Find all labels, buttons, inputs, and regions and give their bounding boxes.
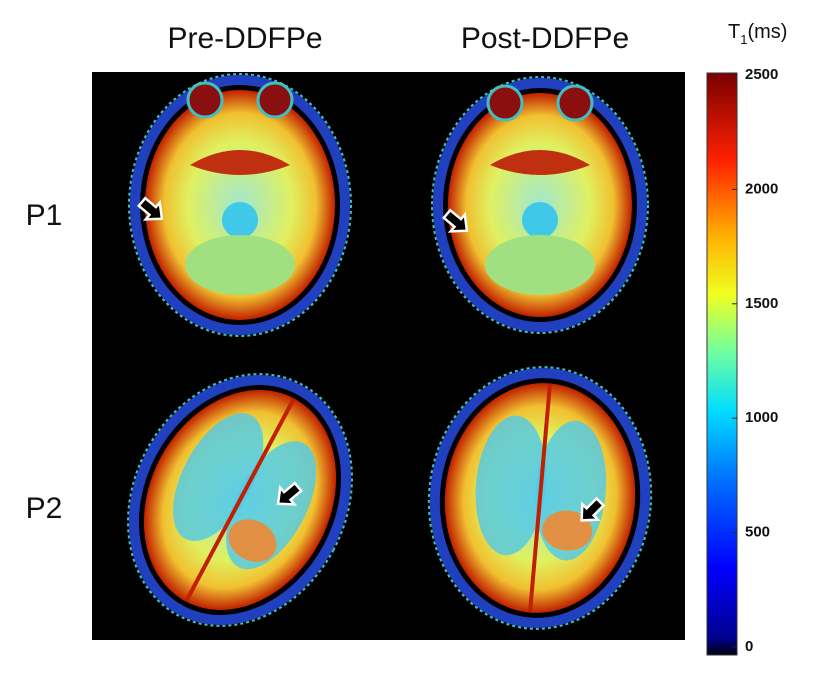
colorbar <box>706 72 738 656</box>
eye <box>186 81 224 119</box>
eye <box>256 81 294 119</box>
brainstem <box>522 202 558 238</box>
tick-label: 1500 <box>745 295 778 312</box>
skull <box>429 368 651 628</box>
lesion <box>542 510 593 551</box>
brain-slice <box>427 366 653 630</box>
scalp <box>427 366 653 630</box>
colorbar-title-main: T <box>728 21 740 43</box>
cerebellum <box>485 235 595 295</box>
arrow <box>276 481 303 506</box>
cerebellum <box>185 235 295 295</box>
row-label: P2 <box>26 492 63 525</box>
eye <box>486 84 524 122</box>
tick-label: 1000 <box>745 409 778 426</box>
tick-label: 500 <box>745 524 770 541</box>
tick-label: 2000 <box>745 180 778 197</box>
midline <box>527 383 553 613</box>
eye <box>556 84 594 122</box>
midline <box>184 397 296 603</box>
colorbar-ticks: 0 500 1000 1500 2000 2500 <box>732 66 778 655</box>
arrow <box>580 496 606 522</box>
skull <box>130 75 350 335</box>
colorbar-title-unit: (ms) <box>747 21 787 43</box>
colorbar-title-sub: 1 <box>740 32 747 47</box>
lesion <box>228 519 277 562</box>
colorbar-title: T1(ms) <box>728 21 787 47</box>
scalp <box>431 76 649 334</box>
brain-slice <box>128 73 352 337</box>
scalp <box>128 73 352 337</box>
brain-slice <box>127 373 353 627</box>
skull <box>433 78 647 332</box>
scalp <box>127 373 353 627</box>
ventricle <box>490 150 590 175</box>
white-matter <box>475 415 547 556</box>
arrow <box>442 208 469 233</box>
row-label: P1 <box>26 199 63 232</box>
ventricle <box>190 150 290 175</box>
mri-slices <box>127 73 653 630</box>
column-title: Post-DDFPe <box>461 22 629 55</box>
column-title: Pre-DDFPe <box>167 22 322 55</box>
brain-slice <box>431 76 649 334</box>
tick-label: 0 <box>745 638 753 655</box>
tick-label: 2500 <box>745 66 778 83</box>
arrow <box>137 196 164 221</box>
white-matter <box>173 413 264 542</box>
brainstem <box>222 202 258 238</box>
skull <box>128 375 352 625</box>
